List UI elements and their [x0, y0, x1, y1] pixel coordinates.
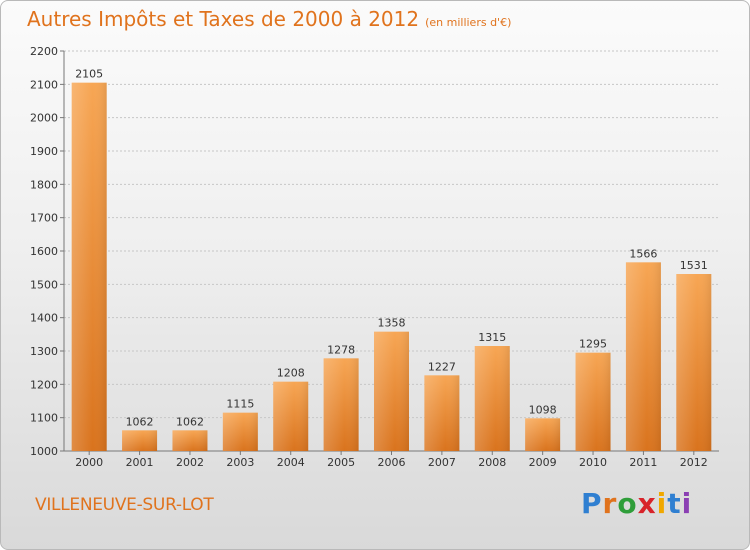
data-label-2006: 1358	[378, 317, 406, 330]
x-tick-label-2005: 2005	[327, 456, 355, 469]
x-tick-label-2008: 2008	[478, 456, 506, 469]
bar-shade-2005	[323, 358, 359, 451]
x-tick-labels: 2000 2001 2002 2003 2004 2005 2006 2007 2008 2009…	[75, 456, 708, 469]
data-label-2003: 1115	[226, 398, 254, 411]
y-tick-label: 1200	[30, 378, 58, 391]
y-tick-label: 1700	[30, 212, 58, 225]
y-tick-label: 2100	[30, 78, 58, 91]
x-tick-label-2004: 2004	[277, 456, 305, 469]
bars	[71, 82, 712, 452]
chart-subtitle: (en milliers d'€)	[425, 16, 512, 29]
bar-shade-2004	[273, 381, 309, 451]
x-tick-label-2009: 2009	[529, 456, 557, 469]
logo-letter: o	[617, 487, 638, 520]
y-tick-label: 1800	[30, 178, 58, 191]
city-name: VILLENEUVE-SUR-LOT	[35, 495, 214, 515]
y-tick-label: 1000	[30, 445, 58, 458]
data-label-2009: 1098	[529, 403, 557, 416]
y-tick-label: 2000	[30, 112, 58, 125]
bar-shade-2010	[575, 352, 611, 451]
data-label-2007: 1227	[428, 360, 456, 373]
y-tick-label: 1100	[30, 412, 58, 425]
x-tick-label-2000: 2000	[75, 456, 103, 469]
data-label-2001: 1062	[126, 415, 154, 428]
x-tick-label-2007: 2007	[428, 456, 456, 469]
logo-letter: i	[656, 487, 668, 520]
chart-title: Autres Impôts et Taxes de 2000 à 2012	[27, 7, 420, 31]
x-tick-label-2010: 2010	[579, 456, 607, 469]
data-label-2000: 2105	[75, 68, 103, 81]
data-label-2012: 1531	[680, 259, 708, 272]
y-tick-label: 2200	[30, 45, 58, 58]
bar-shade-2003	[222, 412, 258, 451]
x-tick-label-2011: 2011	[629, 456, 657, 469]
data-label-2004: 1208	[277, 367, 305, 380]
y-tick-label: 1600	[30, 245, 58, 258]
logo-letter: t	[667, 487, 682, 520]
bar-shade-2008	[474, 346, 510, 451]
y-tick-label: 1500	[30, 278, 58, 291]
bar-shade-2011	[625, 262, 661, 451]
data-label-2008: 1315	[478, 331, 506, 344]
logo-letter: r	[602, 487, 618, 520]
data-label-2005: 1278	[327, 343, 355, 356]
x-tick-label-2002: 2002	[176, 456, 204, 469]
logo-letter: x	[637, 487, 657, 520]
data-label-2010: 1295	[579, 338, 607, 351]
y-tick-label: 1900	[30, 145, 58, 158]
bar-shade-2009	[525, 418, 561, 451]
logo-letter: P	[581, 487, 603, 520]
y-tick-label: 1400	[30, 312, 58, 325]
x-tick-label-2003: 2003	[226, 456, 254, 469]
data-labels: 2105 1062 1062 1115 1208 1278 1358 1227 1315 1098…	[75, 68, 708, 429]
bar-shade-2006	[374, 331, 409, 451]
bar-shade-2001	[122, 430, 158, 451]
y-tick-labels: 1000 1100 1200 1300 1400 1500 1600 1700 1800 1900…	[30, 45, 58, 458]
data-label-2002: 1062	[176, 415, 204, 428]
x-tick-label-2006: 2006	[378, 456, 406, 469]
bar-shade-2002	[172, 430, 208, 451]
x-tick-label-2001: 2001	[126, 456, 154, 469]
y-tick-label: 1300	[30, 345, 58, 358]
x-tick-label-2012: 2012	[680, 456, 708, 469]
logo-letter: i	[681, 487, 693, 520]
data-label-2011: 1566	[629, 247, 657, 260]
bar-shade-2000	[71, 82, 107, 452]
bar-shade-2012	[676, 274, 712, 451]
bar-shade-2007	[424, 375, 460, 451]
chart-title-block: Autres Impôts et Taxes de 2000 à 2012 (en…	[27, 7, 511, 37]
proxiti-logo[interactable]: Proxiti	[581, 487, 692, 520]
